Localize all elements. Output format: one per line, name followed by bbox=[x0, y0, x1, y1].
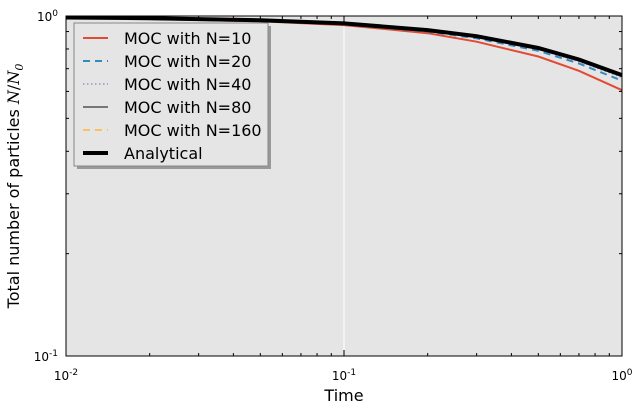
series-layer bbox=[65, 15, 623, 92]
legend-label-3: MOC with N=80 bbox=[124, 98, 251, 117]
legend-label-5: Analytical bbox=[124, 144, 203, 163]
series-line-5 bbox=[65, 15, 623, 77]
x-axis-label: Time bbox=[323, 386, 363, 405]
legend-label-1: MOC with N=20 bbox=[124, 52, 251, 71]
x-tick-label: 100 bbox=[611, 368, 632, 383]
x-tick-label: 10-1 bbox=[332, 368, 356, 383]
legend-label-0: MOC with N=10 bbox=[124, 29, 251, 48]
x-tick-label: 10-2 bbox=[54, 368, 78, 383]
legend: MOC with N=10 MOC with N=20 MOC with N=40 M… bbox=[73, 22, 271, 169]
legend-label-4: MOC with N=160 bbox=[124, 121, 262, 140]
y-axis-label: Total number of particles N/N0 bbox=[4, 64, 26, 310]
y-tick-label: 100 bbox=[37, 9, 58, 24]
plot-frame bbox=[65, 15, 623, 357]
legend-label-2: MOC with N=40 bbox=[124, 75, 251, 94]
y-tick-label: 10-1 bbox=[34, 349, 58, 364]
legend-box bbox=[73, 22, 269, 167]
legend-entries: MOC with N=10 MOC with N=20 MOC with N=40 M… bbox=[83, 29, 262, 163]
